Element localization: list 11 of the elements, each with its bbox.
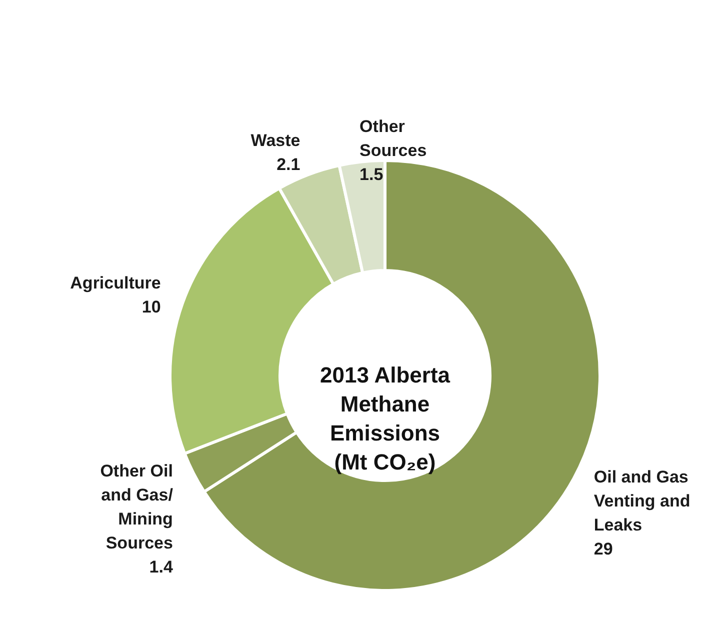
- data-label: 10: [142, 298, 161, 317]
- slice-label: Waste: [250, 131, 300, 150]
- slice-label: Other Sources: [360, 116, 427, 160]
- data-label: 2.1: [276, 155, 300, 174]
- data-label: 29: [594, 540, 613, 559]
- text: 2013 Alberta Methane Emissions (Mt CO₂e): [320, 362, 451, 474]
- data-label: 1.4: [149, 558, 174, 577]
- data-label: 1.5: [360, 164, 384, 184]
- slice-label: Other Oil and Gas/Mining Sources: [100, 462, 174, 553]
- slice-label: Oil and Gas Venting and Leaks: [594, 468, 690, 535]
- slice-label: Agriculture: [70, 274, 161, 293]
